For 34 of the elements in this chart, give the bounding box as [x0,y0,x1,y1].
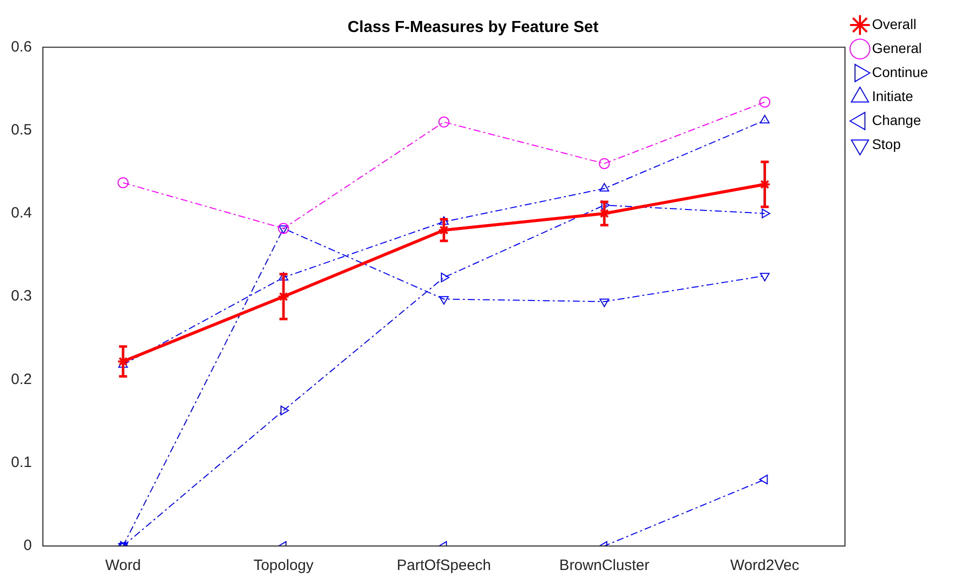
legend-label: Overall [872,16,916,32]
chart-title: Class F-Measures by Feature Set [348,19,600,36]
point [117,355,130,368]
point [278,225,288,234]
point [762,208,770,218]
point [599,183,610,192]
legend-label: Stop [872,136,901,152]
legend-label: Continue [872,64,928,80]
legend-label: Initiate [872,88,914,104]
point [601,200,610,210]
x-tick-label: Topology [253,557,314,574]
y-tick-label: 0.6 [10,38,32,56]
point [278,222,289,234]
legend-label: General [872,40,922,56]
legend-label: Change [872,112,922,128]
point [118,177,129,188]
y-tick-label: 0.5 [10,121,32,138]
point [439,216,449,225]
y-tick-label: 0.1 [10,454,32,472]
x-tick-label: BrownCluster [559,557,650,574]
y-tick-label: 0 [24,537,32,554]
point [438,116,450,128]
point [598,158,610,170]
point [440,272,450,282]
point [278,272,288,280]
x-tick-label: Word [105,557,141,574]
point [280,406,289,416]
x-tick-label: Word2Vec [730,557,800,574]
point [759,96,770,108]
y-tick-label: 0.4 [10,204,32,222]
point [438,224,450,236]
y-tick-label: 0.2 [10,370,32,388]
x-tick-label: PartOfSpeech [396,557,492,574]
y-tick-label: 0.3 [10,288,32,305]
